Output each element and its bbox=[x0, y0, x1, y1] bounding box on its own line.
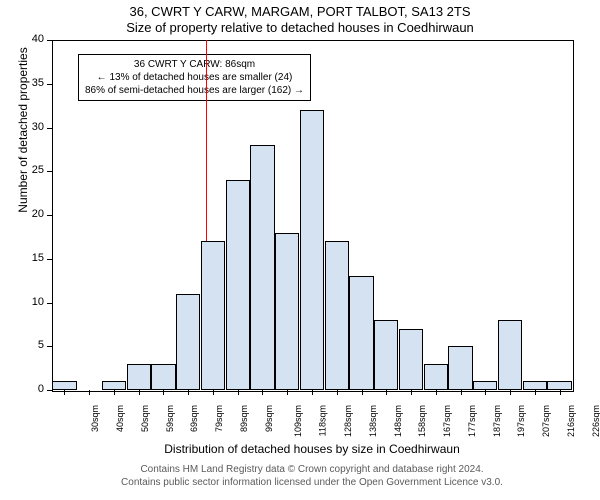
histogram-bar bbox=[151, 364, 175, 390]
x-tick-label: 99sqm bbox=[264, 405, 274, 432]
x-tick-label: 226sqm bbox=[591, 405, 600, 437]
y-tick-mark bbox=[47, 303, 52, 304]
histogram-bar bbox=[349, 276, 373, 390]
x-tick-label: 167sqm bbox=[442, 405, 452, 437]
x-tick-mark bbox=[287, 390, 288, 395]
attribution-line-1: Contains HM Land Registry data © Crown c… bbox=[140, 464, 483, 475]
y-tick-mark bbox=[47, 171, 52, 172]
histogram-bar bbox=[127, 364, 151, 390]
x-tick-mark bbox=[485, 390, 486, 395]
y-tick-mark bbox=[47, 390, 52, 391]
x-tick-label: 128sqm bbox=[343, 405, 353, 437]
x-tick-mark bbox=[188, 390, 189, 395]
histogram-bar bbox=[102, 381, 126, 390]
x-tick-label: 30sqm bbox=[90, 405, 100, 432]
x-tick-mark bbox=[510, 390, 511, 395]
histogram-bar bbox=[399, 329, 423, 390]
y-tick-label: 10 bbox=[22, 296, 44, 308]
x-tick-mark bbox=[213, 390, 214, 395]
x-tick-mark bbox=[114, 390, 115, 395]
histogram-bar bbox=[176, 294, 200, 390]
x-tick-mark bbox=[64, 390, 65, 395]
histogram-bar bbox=[226, 180, 250, 390]
histogram-bar bbox=[473, 381, 497, 390]
chart-title-2: Size of property relative to detached ho… bbox=[0, 20, 600, 36]
x-tick-mark bbox=[362, 390, 363, 395]
x-axis-label: Distribution of detached houses by size … bbox=[52, 442, 572, 456]
histogram-bar bbox=[523, 381, 547, 390]
histogram-bar bbox=[300, 110, 324, 390]
y-tick-label: 15 bbox=[22, 252, 44, 264]
histogram-bar bbox=[424, 364, 448, 390]
x-tick-mark bbox=[411, 390, 412, 395]
x-tick-mark bbox=[139, 390, 140, 395]
x-tick-mark bbox=[312, 390, 313, 395]
attribution-text: Contains HM Land Registry data © Crown c… bbox=[52, 464, 572, 489]
y-tick-label: 25 bbox=[22, 164, 44, 176]
annotation-box: 36 CWRT Y CARW: 86sqm ← 13% of detached … bbox=[78, 54, 311, 101]
x-tick-mark bbox=[337, 390, 338, 395]
x-tick-label: 118sqm bbox=[318, 405, 328, 436]
histogram-bar bbox=[201, 241, 225, 390]
x-tick-label: 40sqm bbox=[115, 405, 125, 432]
histogram-bar bbox=[250, 145, 274, 390]
annotation-line-2: ← 13% of detached houses are smaller (24… bbox=[97, 72, 293, 83]
x-tick-mark bbox=[89, 390, 90, 395]
x-tick-label: 158sqm bbox=[417, 405, 427, 437]
y-tick-mark bbox=[47, 215, 52, 216]
x-tick-label: 138sqm bbox=[368, 405, 378, 437]
x-tick-label: 177sqm bbox=[467, 405, 477, 437]
x-tick-label: 148sqm bbox=[393, 405, 403, 437]
x-tick-label: 59sqm bbox=[165, 405, 175, 432]
x-tick-mark bbox=[386, 390, 387, 395]
chart-title-1: 36, CWRT Y CARW, MARGAM, PORT TALBOT, SA… bbox=[0, 4, 600, 20]
histogram-bar bbox=[374, 320, 398, 390]
histogram-bar bbox=[52, 381, 76, 390]
histogram-bar bbox=[547, 381, 571, 390]
x-tick-label: 216sqm bbox=[566, 405, 576, 437]
attribution-line-2: Contains public sector information licen… bbox=[121, 477, 503, 488]
y-tick-label: 40 bbox=[22, 33, 44, 45]
y-tick-mark bbox=[47, 84, 52, 85]
x-tick-label: 187sqm bbox=[492, 405, 502, 437]
x-tick-label: 50sqm bbox=[140, 405, 150, 432]
x-tick-mark bbox=[238, 390, 239, 395]
y-tick-label: 5 bbox=[22, 339, 44, 351]
y-tick-mark bbox=[47, 259, 52, 260]
chart-titles: 36, CWRT Y CARW, MARGAM, PORT TALBOT, SA… bbox=[0, 4, 600, 37]
histogram-bar bbox=[275, 233, 299, 391]
chart-container: 36, CWRT Y CARW, MARGAM, PORT TALBOT, SA… bbox=[0, 0, 600, 500]
x-tick-mark bbox=[560, 390, 561, 395]
annotation-line-1: 36 CWRT Y CARW: 86sqm bbox=[134, 59, 255, 70]
histogram-bar bbox=[325, 241, 349, 390]
x-tick-mark bbox=[163, 390, 164, 395]
x-tick-mark bbox=[262, 390, 263, 395]
y-tick-label: 35 bbox=[22, 77, 44, 89]
x-tick-label: 197sqm bbox=[516, 405, 526, 437]
y-tick-mark bbox=[47, 128, 52, 129]
x-tick-mark bbox=[535, 390, 536, 395]
x-tick-label: 109sqm bbox=[294, 405, 304, 437]
histogram-bar bbox=[448, 346, 472, 390]
x-tick-label: 89sqm bbox=[239, 405, 249, 432]
x-tick-mark bbox=[461, 390, 462, 395]
y-tick-mark bbox=[47, 40, 52, 41]
x-tick-mark bbox=[436, 390, 437, 395]
y-tick-mark bbox=[47, 346, 52, 347]
x-tick-label: 69sqm bbox=[189, 405, 199, 432]
annotation-line-3: 86% of semi-detached houses are larger (… bbox=[85, 85, 304, 96]
y-tick-label: 20 bbox=[22, 208, 44, 220]
histogram-bar bbox=[498, 320, 522, 390]
y-tick-label: 30 bbox=[22, 121, 44, 133]
y-tick-label: 0 bbox=[22, 383, 44, 395]
x-tick-label: 79sqm bbox=[214, 405, 224, 432]
x-tick-label: 207sqm bbox=[541, 405, 551, 437]
